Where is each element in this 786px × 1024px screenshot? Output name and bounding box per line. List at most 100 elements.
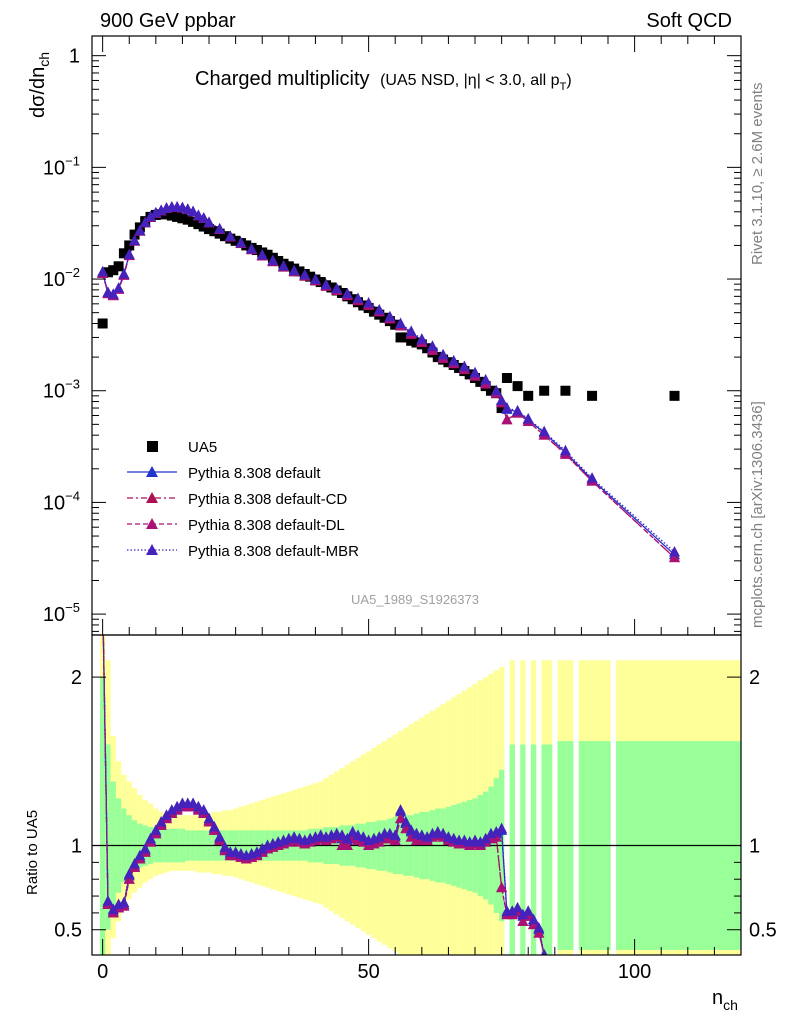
main-point-pythia-mbr [203, 216, 215, 227]
main-point-ua5 [390, 319, 401, 330]
chart-title: Charged multiplicity (UA5 NSD, |η| < 3.0… [195, 68, 572, 93]
legend-marker-pythia-dl [146, 518, 158, 529]
main-point-pythia-mbr [214, 222, 226, 234]
ratio-point-pythia-dl [97, 587, 108, 598]
ratio-point-pythia-mbr [155, 815, 167, 827]
ratio-point-pythia-dl [405, 831, 417, 842]
main-point-ua5 [294, 266, 305, 277]
main-point-ua5 [204, 224, 215, 235]
main-point-pythia-mbr [107, 288, 119, 299]
main-y-tick-label-exponent: −4 [65, 488, 80, 503]
main-point-ua5 [443, 357, 454, 368]
x-axis: 0 50 100 [97, 36, 742, 983]
header-right-label: Soft QCD [646, 10, 732, 32]
legend-entry-pythia-cd: Pythia 8.308 default-CD [127, 491, 347, 508]
ratio-point-pythia-mbr [490, 826, 502, 837]
main-y-tick-label: 10−1 [43, 153, 80, 179]
main-y-tick-label-base: 10 [43, 492, 65, 514]
main-y-tick-label-exponent: −2 [65, 265, 80, 280]
ratio-point-pythia-mbr [139, 842, 151, 854]
main-point-ua5 [669, 390, 680, 401]
main-point-pythia-mbr [559, 444, 571, 456]
ratio-point-pythia-mbr [256, 842, 268, 854]
ratio-point-pythia-default [97, 587, 108, 598]
ratio-point-pythia-mbr [171, 800, 183, 812]
ratio-y-tick-label: 1 [71, 836, 82, 858]
legend-entry-pythia-dl: Pythia 8.308 default-DL [127, 517, 345, 534]
main-point-ua5 [368, 306, 379, 317]
ratio-point-pythia-mbr [145, 832, 157, 844]
main-point-pythia-mbr [198, 212, 210, 223]
main-point-pythia-mbr [416, 333, 428, 344]
main-point-ua5 [475, 376, 486, 387]
ratio-series-layer [97, 587, 548, 955]
ratio-point-pythia-mbr [118, 896, 130, 908]
main-point-pythia-mbr [267, 254, 279, 266]
main-point-ua5 [108, 265, 119, 276]
main-point-pythia-mbr [118, 267, 130, 279]
main-point-ua5 [512, 381, 523, 392]
main-point-ua5 [113, 261, 124, 272]
main-point-ua5 [422, 343, 433, 354]
ratio-point-pythia-mbr [198, 804, 210, 815]
ratio-point-pythia-mbr [389, 829, 401, 840]
main-point-pythia-mbr [320, 278, 332, 290]
ratio-band-layer [99, 635, 741, 955]
main-point-pythia-mbr [341, 287, 353, 299]
legend-marker-ua5 [147, 441, 158, 452]
x-tick-label: 100 [618, 961, 651, 983]
main-point-ua5 [273, 256, 284, 267]
header-left-label: 900 GeV ppbar [100, 10, 236, 32]
ratio-point-pythia-mbr [437, 827, 449, 839]
main-point-pythia-mbr [437, 348, 449, 360]
ratio-y-tick-label-right: 1 [749, 836, 760, 858]
main-point-ua5 [432, 352, 443, 363]
main-y-tick-label-base: 10 [43, 269, 65, 291]
main-point-pythia-mbr [134, 224, 146, 236]
ratio-point-pythia-mbr [395, 804, 407, 815]
main-point-ua5 [464, 369, 475, 380]
main-point-pythia-mbr [586, 472, 598, 483]
chart-title-suffix: (UA5 NSD, |η| < 3.0, all pT) [380, 72, 572, 93]
main-y-axis-label: dσ/dnch [27, 52, 52, 118]
ratio-band-inner [541, 744, 553, 955]
ratio-point-pythia-mbr [517, 908, 529, 920]
ratio-point-pythia-mbr [541, 949, 548, 955]
legend-entry-ua5: UA5 [147, 439, 217, 456]
ratio-point-pythia-mbr [522, 905, 534, 916]
main-y-tick-label: 10−2 [43, 265, 80, 291]
ratio-point-pythia-mbr [373, 831, 385, 842]
main-point-pythia-mbr [123, 248, 135, 259]
chart-title-main: Charged multiplicity [195, 68, 370, 90]
ratio-point-pythia-mbr [192, 800, 204, 812]
main-point-pythia-mbr [405, 325, 417, 336]
legend-entry-pythia-default: Pythia 8.308 default [127, 465, 321, 482]
legend-label-pythia-cd: Pythia 8.308 default-CD [188, 491, 347, 508]
main-point-ua5 [523, 390, 534, 401]
main-y-tick-label-base: 10 [43, 157, 65, 179]
main-point-pythia-mbr [139, 216, 151, 227]
legend-marker-pythia-cd [146, 492, 158, 503]
ratio-y-tick-label: 2 [71, 667, 82, 689]
main-y-tick-label-exponent: −3 [65, 377, 80, 392]
ratio-point-pythia-dl [341, 839, 353, 851]
main-series-layer [97, 201, 681, 563]
main-point-ua5 [326, 282, 337, 293]
main-point-pythia-dl [501, 413, 513, 425]
ratio-point-pythia-mbr [512, 901, 524, 913]
main-point-ua5 [182, 214, 193, 225]
ratio-point-pythia-mbr [341, 832, 353, 844]
legend-label-pythia-mbr: Pythia 8.308 default-MBR [188, 543, 359, 560]
ratio-point-pythia-mbr [187, 797, 199, 808]
ratio-y-tick-label-right: 0.5 [749, 920, 777, 942]
ratio-point-pythia-mbr [219, 841, 231, 852]
main-point-pythia-mbr [97, 265, 109, 277]
main-point-ua5 [496, 403, 507, 414]
x-tick-label: 50 [357, 961, 379, 983]
main-point-pythia-mbr [490, 384, 502, 396]
main-point-pythia-mbr [331, 282, 343, 294]
main-point-ua5 [118, 248, 129, 259]
legend-marker-pythia-default [146, 466, 158, 477]
ratio-point-pythia-mbr [506, 905, 518, 916]
